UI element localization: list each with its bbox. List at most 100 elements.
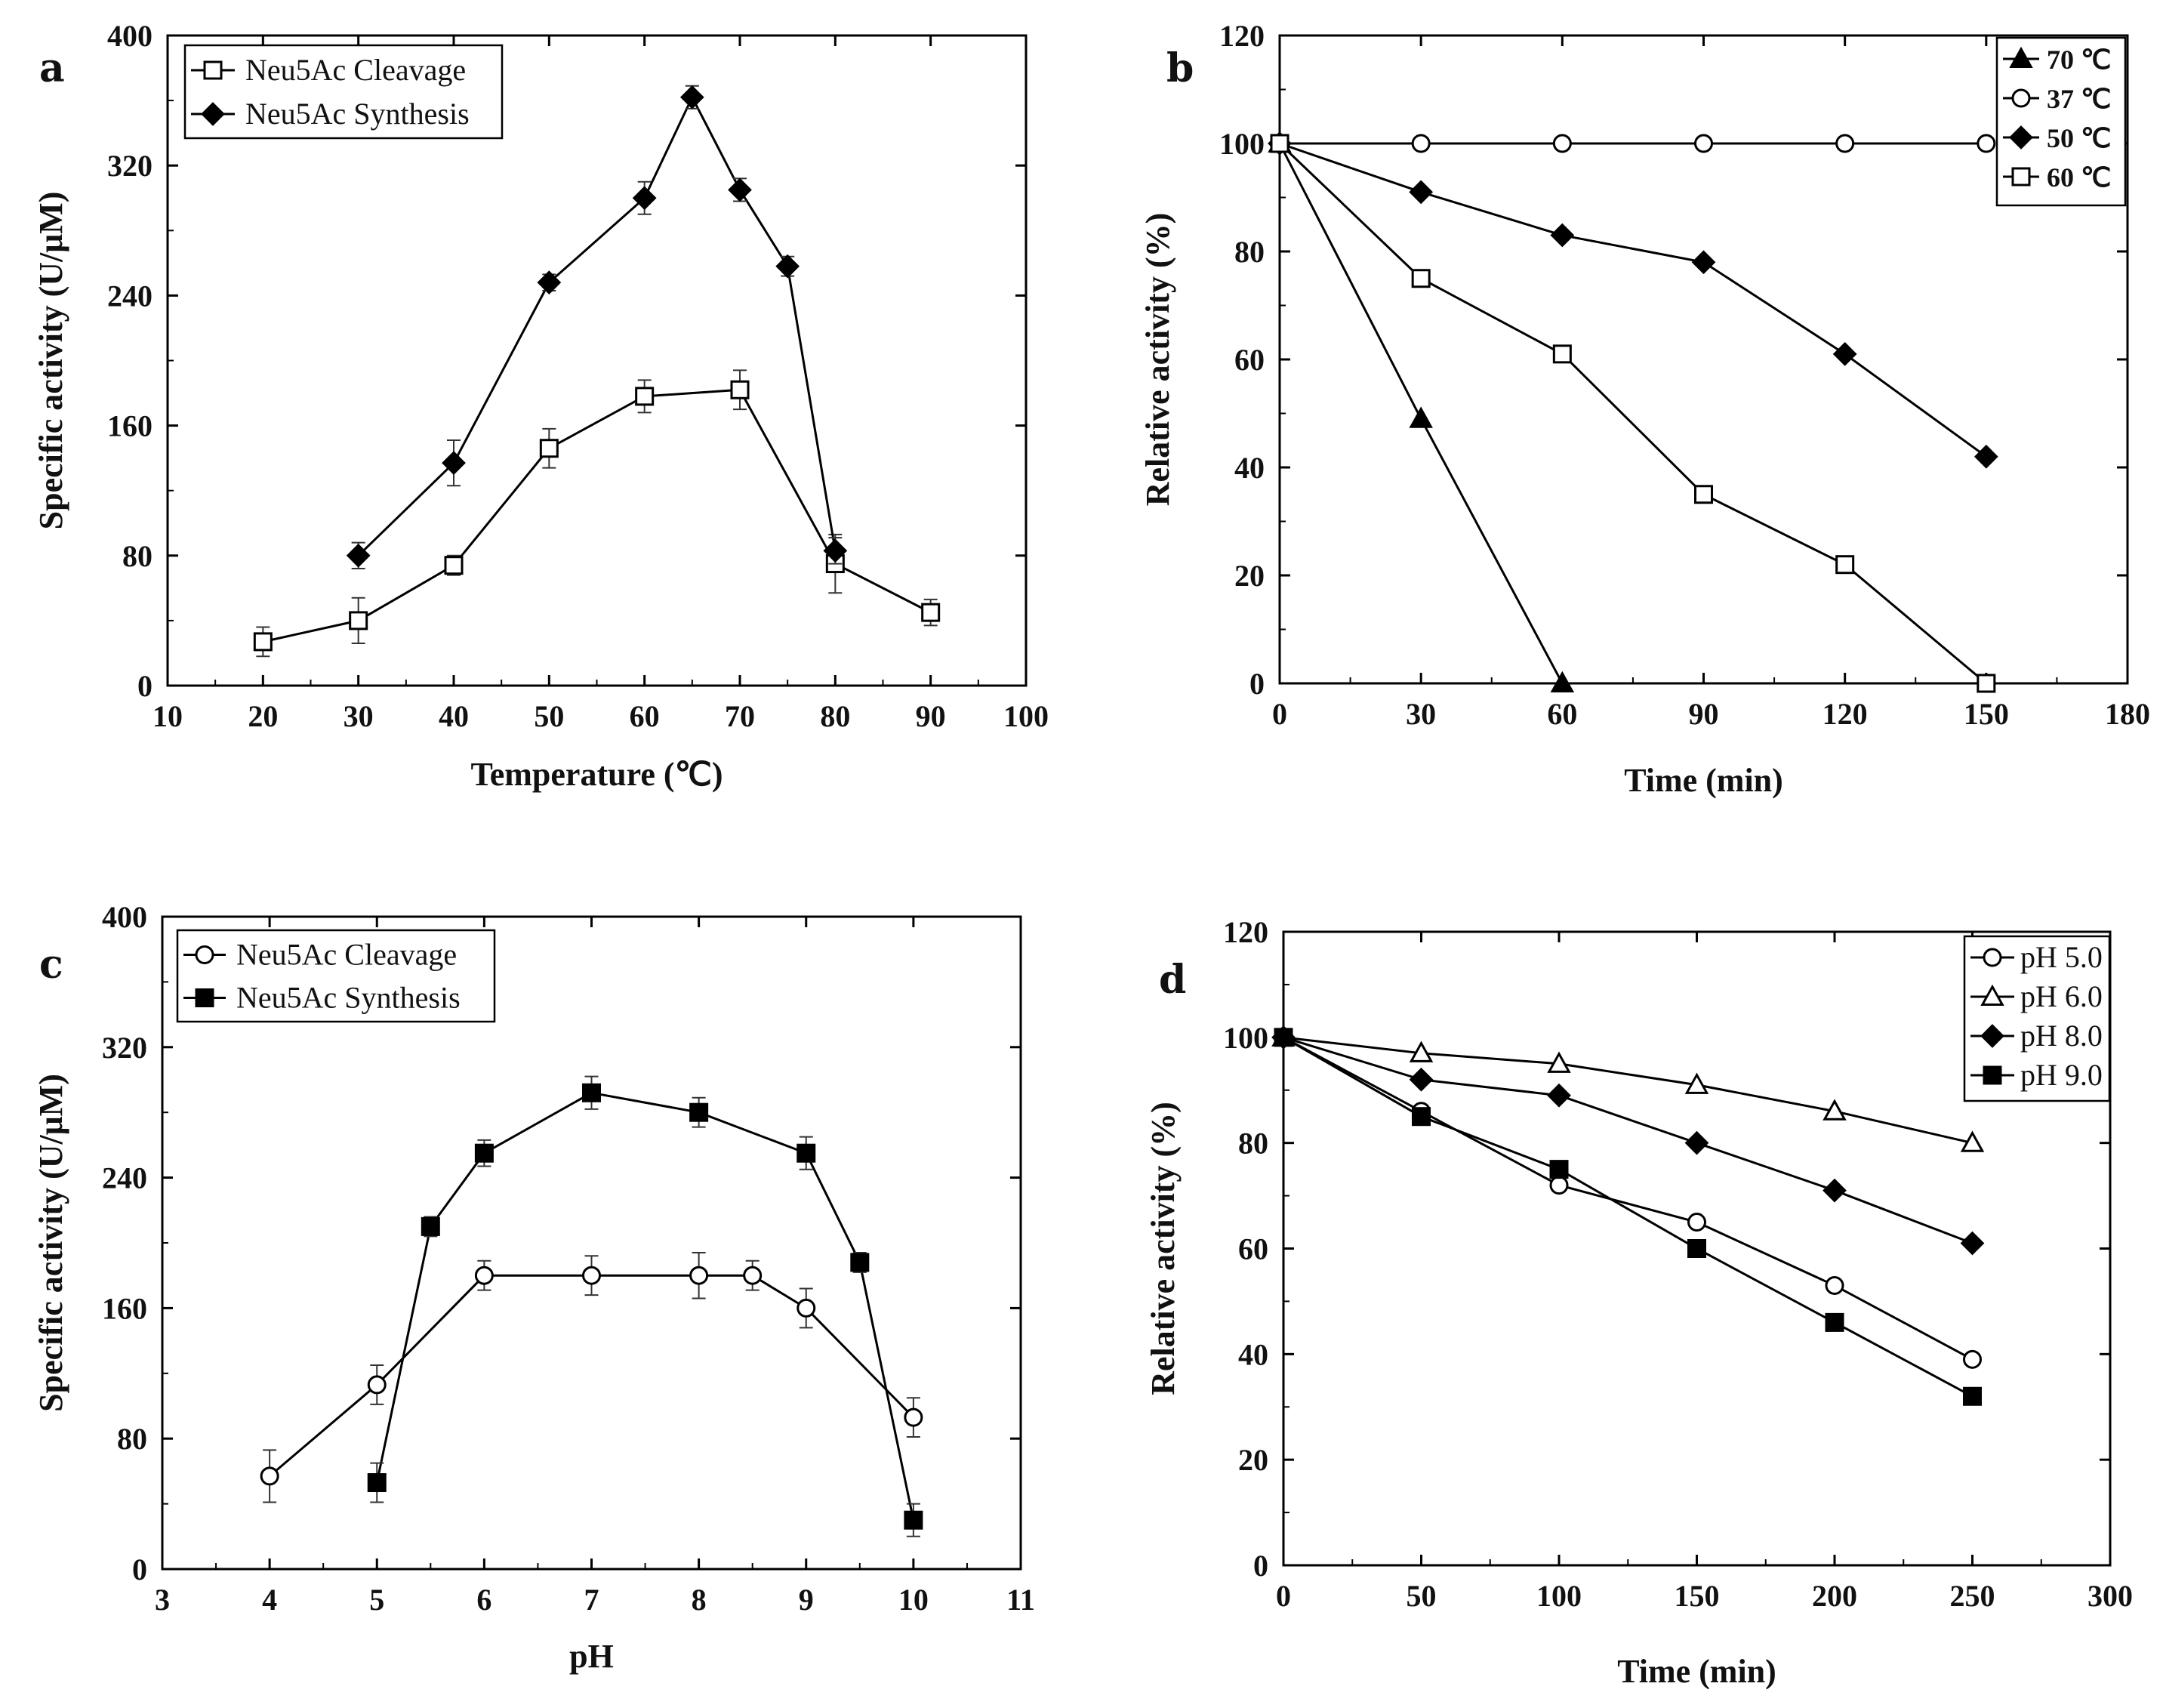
x-tick-label: 30: [1406, 697, 1436, 731]
data-point: [1552, 134, 1572, 153]
legend-marker: [201, 102, 225, 126]
legend-marker: [195, 988, 214, 1007]
legend-label: pH 6.0: [2020, 979, 2103, 1013]
y-tick-label: 320: [102, 1031, 147, 1065]
legend: 70 ℃ 37 ℃ 50 ℃ 60 ℃: [1995, 36, 2127, 207]
data-point: [1835, 134, 1855, 153]
y-tick-label: 240: [102, 1161, 147, 1195]
y-tick-label: 20: [1238, 1443, 1268, 1477]
x-axis-title: Temperature (℃): [470, 756, 723, 793]
x-axis-title: Time (min): [1624, 762, 1783, 799]
x-tick-label: 60: [1547, 697, 1577, 731]
data-point: [1274, 1028, 1293, 1047]
legend-label: 37 ℃: [2047, 84, 2111, 114]
x-tick-label: 70: [725, 699, 755, 733]
x-tick-label: 50: [1407, 1579, 1437, 1613]
panel-label: c: [39, 942, 63, 988]
data-point: [1550, 671, 1575, 693]
data-point: [1550, 223, 1575, 248]
data-point: [367, 1375, 387, 1395]
series-ph-6-0: [1271, 1025, 1985, 1152]
data-point: [904, 1407, 923, 1427]
x-tick-label: 0: [1272, 697, 1287, 731]
x-tick-label: 200: [1812, 1579, 1857, 1613]
panel-label: d: [1159, 957, 1186, 1003]
data-point: [444, 556, 464, 575]
legend-marker: [1980, 1024, 2004, 1048]
series-ph-9-0: [1274, 1028, 1982, 1406]
data-point: [1823, 1178, 1847, 1203]
legend-label: 50 ℃: [2047, 123, 2111, 153]
x-tick-label: 40: [439, 699, 469, 733]
y-tick-label: 400: [107, 19, 153, 53]
legend-box: [176, 929, 496, 1023]
y-axis-title: Specific activity (U/μM): [32, 192, 69, 530]
data-point: [743, 1266, 763, 1285]
data-point: [1825, 1275, 1844, 1295]
legend-label: pH 5.0: [2020, 940, 2103, 974]
data-point: [260, 1466, 279, 1486]
x-tick-label: 8: [692, 1583, 707, 1617]
series-neu5ac-synthesis: [346, 85, 848, 570]
series-line: [1278, 142, 1987, 685]
legend-label: Neu5Ac Synthesis: [245, 97, 470, 131]
data-point: [1963, 1349, 1982, 1369]
data-point: [1411, 269, 1431, 288]
data-point: [823, 538, 848, 563]
legend-marker: [2009, 125, 2033, 150]
x-tick-label: 180: [2105, 697, 2150, 731]
legend-label: 60 ℃: [2047, 162, 2111, 193]
data-point: [582, 1266, 601, 1285]
data-point: [1549, 1160, 1569, 1179]
y-tick-label: 0: [1253, 1549, 1268, 1583]
y-tick-label: 40: [1238, 1337, 1268, 1371]
x-tick-label: 20: [248, 699, 278, 733]
series-neu5ac-synthesis: [367, 1075, 923, 1537]
legend-marker: [2011, 88, 2031, 108]
y-tick-label: 80: [117, 1422, 147, 1456]
x-tick-label: 150: [1964, 697, 2009, 731]
series-ph-8-0: [1271, 1025, 1985, 1256]
chart-panel-c: c 3 4 5 6 7 8 9 10 11 0 80 160 240 320 400 pH Specific ac…: [32, 900, 1035, 1675]
legend: Neu5Ac Cleavage Neu5Ac Synthesis: [183, 44, 504, 140]
data-point: [253, 632, 273, 652]
legend: Neu5Ac Cleavage Neu5Ac Synthesis: [176, 929, 496, 1023]
x-tick-label: 7: [584, 1583, 599, 1617]
y-tick-label: 400: [102, 900, 147, 934]
y-tick-label: 100: [1219, 127, 1265, 161]
y-tick-label: 120: [1223, 915, 1268, 949]
chart-panel-d: d 0 50 100 150 200 250 300 0 20 40 60 80 100 120 Time (…: [1145, 915, 2133, 1690]
y-tick-label: 240: [107, 279, 153, 313]
data-point: [904, 1510, 923, 1530]
x-tick-label: 250: [1950, 1579, 1995, 1613]
y-tick-label: 40: [1234, 451, 1265, 485]
legend-marker: [2009, 46, 2033, 69]
y-tick-label: 60: [1234, 343, 1265, 377]
data-point: [346, 543, 371, 568]
series-line: [375, 1091, 915, 1521]
legend-marker: [195, 945, 214, 964]
data-point: [679, 85, 704, 109]
y-tick-label: 80: [1238, 1127, 1268, 1161]
data-point: [730, 380, 750, 399]
x-tick-label: 50: [534, 699, 564, 733]
legend-label: Neu5Ac Cleavage: [245, 53, 466, 87]
data-point: [1409, 180, 1434, 205]
data-point: [1977, 674, 1996, 693]
chart-panel-b: b 0 30 60 90 120 150 180 0 20 40 60 80 100 120 Time (mi…: [1139, 19, 2150, 799]
series-neu5ac-cleavage: [260, 1251, 923, 1503]
y-tick-label: 120: [1219, 19, 1265, 53]
x-tick-label: 60: [630, 699, 660, 733]
data-point: [1694, 134, 1713, 153]
chart-panel-a: a 10 20 30 40 50 60 70 80 90 100 0 80 160 240 320 400 Tem…: [32, 19, 1049, 793]
data-point: [582, 1083, 601, 1102]
series-line: [269, 1274, 914, 1478]
y-tick-label: 0: [1249, 667, 1265, 701]
x-tick-label: 80: [820, 699, 850, 733]
y-tick-label: 160: [107, 409, 153, 443]
data-point: [1835, 555, 1855, 575]
data-point: [537, 270, 562, 295]
x-axis-title: pH: [569, 1638, 614, 1675]
data-point: [539, 439, 559, 458]
